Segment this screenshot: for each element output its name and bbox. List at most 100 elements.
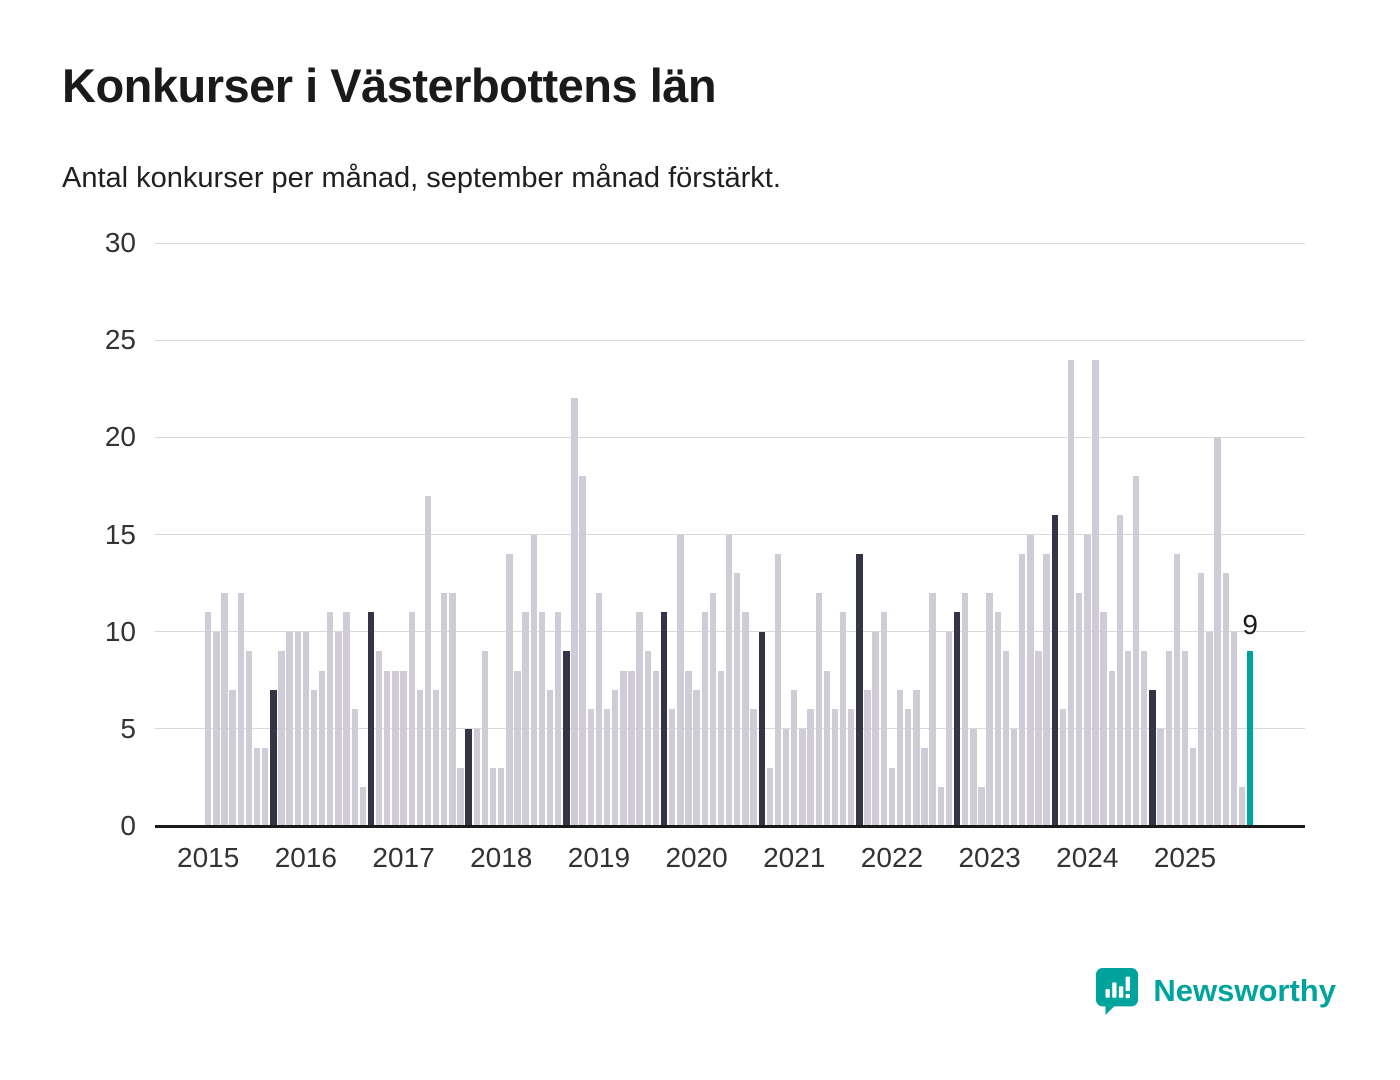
bar-month (343, 612, 350, 826)
bar-month (750, 709, 757, 826)
bar-month (603, 709, 611, 826)
bar-month (1189, 748, 1197, 826)
bar-month (799, 728, 806, 826)
bar-september (563, 651, 570, 826)
bar-month (335, 631, 342, 826)
bar-september (856, 553, 863, 826)
bar-month (644, 651, 651, 826)
bar-current-month (1246, 651, 1254, 826)
bar-month (506, 553, 513, 826)
x-axis-line (155, 825, 1305, 828)
bar-month (1214, 437, 1221, 826)
bar-month (449, 592, 456, 826)
bar-month (237, 592, 244, 826)
bar-month (245, 651, 253, 826)
bar-month (514, 670, 521, 826)
bar-month (595, 592, 603, 826)
bar-month (782, 728, 790, 826)
bar-month (400, 670, 407, 826)
bar-month (1116, 515, 1124, 826)
bar-month (962, 592, 969, 826)
bar-month (628, 670, 635, 826)
y-axis-tick-label: 25 (104, 324, 136, 356)
bar-month (1222, 573, 1229, 826)
bar-month (880, 612, 887, 826)
x-axis-tick-label: 2025 (1153, 842, 1217, 873)
bar-month (522, 612, 529, 826)
bar-month (823, 670, 831, 826)
bar-month (978, 787, 985, 826)
x-axis-tick-label: 2021 (763, 842, 826, 873)
bar-month (848, 709, 855, 826)
bar-month (213, 631, 220, 826)
bar-month (481, 651, 489, 826)
bar-month (546, 689, 554, 826)
current-value-label: 9 (1242, 609, 1258, 641)
bar-month (1141, 651, 1148, 826)
y-axis-tick-label: 15 (104, 518, 136, 550)
bar-month (725, 534, 733, 826)
bar-month (905, 709, 912, 826)
bar-month (1075, 592, 1083, 826)
bar-month (872, 631, 879, 826)
bar-month (302, 631, 310, 826)
x-axis-tick-label: 2017 (372, 842, 435, 873)
bar-month (1092, 359, 1099, 826)
bar-month (579, 476, 586, 826)
y-axis-tick-label: 0 (120, 810, 136, 841)
bar-month (261, 748, 269, 826)
bar-month (677, 534, 684, 826)
x-axis-tick-label: 2022 (860, 842, 924, 873)
bar-month (945, 631, 953, 826)
y-axis-tick-label: 10 (104, 615, 136, 647)
bar-month (921, 748, 928, 826)
bar-september (660, 612, 668, 826)
bar-month (937, 787, 944, 826)
bar-month (538, 612, 546, 826)
bar-month (221, 592, 228, 826)
bar-month (1067, 359, 1075, 826)
bar-month (791, 689, 798, 826)
bar-month (1043, 553, 1050, 826)
bar-month (555, 612, 562, 826)
bar-month (888, 767, 896, 826)
bar-month (652, 670, 660, 826)
bar-month (416, 689, 424, 826)
bar-month (774, 553, 782, 826)
bar-september (367, 612, 375, 826)
bar-month (1165, 651, 1172, 826)
bar-month (1230, 631, 1238, 826)
bar-month (1010, 728, 1018, 826)
bar-month (864, 689, 871, 826)
bar-month (717, 670, 725, 826)
bar-month (693, 689, 700, 826)
bar-month (1124, 651, 1132, 826)
bar-month (408, 612, 415, 826)
bar-month (327, 612, 334, 826)
x-axis-tick-label: 2020 (665, 842, 728, 873)
newsworthy-logo-icon (1096, 968, 1139, 1015)
bar-month (1238, 787, 1246, 826)
bar-month (1035, 651, 1042, 826)
bar-month (571, 398, 578, 826)
bar-month (1157, 728, 1164, 826)
bar-september (270, 689, 277, 826)
bar-september (465, 728, 472, 826)
bar-month (253, 748, 261, 826)
bar-month (432, 689, 440, 826)
bar-month (473, 728, 480, 826)
bar-month (612, 689, 619, 826)
bar-month (1108, 670, 1115, 826)
bar-month (636, 612, 643, 826)
x-axis-tick-label: 2024 (1056, 842, 1119, 873)
bar-month (994, 612, 1001, 826)
bar-month (620, 670, 627, 826)
bar-month (278, 651, 285, 826)
bar-month (709, 592, 717, 826)
bar-month (318, 670, 326, 826)
bar-month (359, 787, 367, 826)
bar-month (1198, 573, 1205, 826)
bar-month (1173, 553, 1181, 826)
